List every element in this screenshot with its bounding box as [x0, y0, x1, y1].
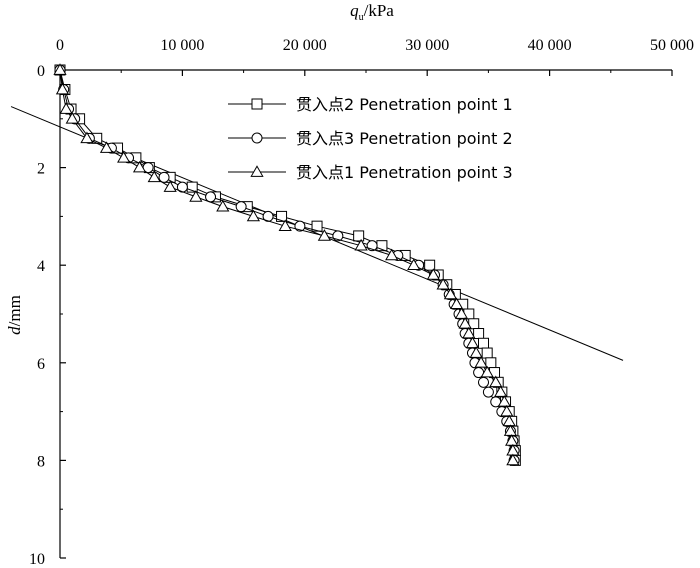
- y-tick-label: 0: [37, 63, 45, 80]
- y-axis-title: d/mm: [5, 295, 24, 335]
- y-axis-title-main: d: [5, 326, 24, 335]
- legend-marker-square: [251, 98, 263, 110]
- data-point-circle: [235, 201, 247, 213]
- data-point-triangle: [99, 141, 114, 153]
- y-tick-label: 6: [37, 356, 45, 373]
- x-axis-title-unit: /kPa: [364, 1, 395, 20]
- axes: 0 10 000 20 000 30 000 40 000 50 000 0 2 4 6 8 10: [29, 37, 694, 568]
- series-group: [53, 63, 521, 466]
- data-point-triangle: [458, 317, 472, 329]
- data-point-triangle: [147, 170, 161, 183]
- x-tick-label: 20 000: [283, 37, 327, 54]
- data-point-triangle: [246, 209, 261, 222]
- data-point-triangle: [502, 414, 516, 427]
- data-point-triangle: [443, 287, 458, 300]
- x-tick-label: 50 000: [650, 37, 694, 54]
- data-point-triangle: [469, 346, 483, 358]
- data-point-circle: [478, 376, 490, 388]
- y-tick-label: 8: [37, 453, 45, 470]
- data-point-triangle: [474, 356, 488, 368]
- data-point-triangle: [132, 160, 147, 173]
- x-axis-title-sub: u: [359, 12, 364, 23]
- y-tick-label: 4: [37, 258, 45, 275]
- data-point-triangle: [278, 219, 292, 231]
- legend-label: 贯入点3 Penetration point 2: [296, 129, 513, 148]
- legend-label: 贯入点1 Penetration point 3: [296, 163, 513, 182]
- x-axis-title-main: q: [350, 1, 359, 20]
- data-point-triangle: [317, 229, 331, 241]
- data-point-triangle: [407, 258, 421, 271]
- data-point-triangle: [80, 131, 94, 144]
- y-tick-label: 10: [29, 551, 45, 568]
- legend-item: 贯入点3 Penetration point 2: [228, 129, 513, 148]
- data-point-triangle: [65, 112, 79, 124]
- data-point-triangle: [480, 365, 494, 378]
- x-axis-title: qu/kPa: [350, 1, 394, 23]
- x-tick-label: 40 000: [528, 37, 572, 54]
- data-point-square: [481, 347, 493, 359]
- data-point-triangle: [216, 199, 230, 212]
- series-triangle: [53, 63, 520, 466]
- data-point-triangle: [505, 434, 519, 446]
- data-point-circle: [158, 171, 170, 183]
- x-tick-label: 10 000: [160, 37, 204, 54]
- x-tick-label: 30 000: [405, 37, 449, 54]
- data-point-triangle: [385, 248, 399, 261]
- data-point-square: [276, 210, 288, 222]
- data-point-triangle: [59, 102, 73, 114]
- data-point-triangle: [465, 336, 480, 349]
- data-point-triangle: [163, 180, 177, 192]
- data-point-triangle: [354, 238, 368, 251]
- data-point-square: [311, 220, 323, 232]
- data-point-triangle: [449, 297, 464, 310]
- data-point-circle: [205, 191, 217, 203]
- legend-item: 贯入点2 Penetration point 1: [228, 95, 513, 114]
- legend-label: 贯入点2 Penetration point 1: [296, 95, 513, 114]
- data-point-circle: [482, 386, 494, 398]
- data-point-square: [478, 337, 490, 349]
- data-point-triangle: [462, 326, 476, 339]
- data-point-triangle: [497, 395, 511, 407]
- data-point-triangle: [189, 190, 203, 202]
- legend: 贯入点2 Penetration point 1 贯入点3 Penetration…: [228, 95, 513, 182]
- data-point-triangle: [55, 82, 70, 95]
- data-point-triangle: [506, 453, 520, 466]
- legend-marker-triangle: [250, 165, 264, 177]
- data-point-square: [424, 259, 436, 271]
- x-tick-label: 0: [56, 37, 64, 54]
- series-square: [54, 64, 521, 466]
- data-point-triangle: [53, 63, 67, 75]
- data-point-triangle: [426, 268, 440, 280]
- data-point-circle: [294, 220, 306, 232]
- data-point-triangle: [454, 307, 469, 319]
- y-tick-label: 2: [37, 161, 45, 178]
- data-point-triangle: [500, 404, 514, 417]
- legend-item: 贯入点1 Penetration point 3: [228, 163, 513, 182]
- data-point-triangle: [489, 375, 503, 388]
- data-point-square: [353, 230, 365, 242]
- data-point-square: [473, 328, 485, 340]
- data-point-triangle: [117, 151, 131, 163]
- data-point-triangle: [494, 385, 508, 397]
- series-circle: [54, 64, 520, 466]
- legend-marker-circle: [251, 132, 263, 144]
- y-axis-title-unit: /mm: [5, 295, 24, 326]
- data-point-triangle: [436, 277, 450, 290]
- data-point-triangle: [503, 424, 518, 436]
